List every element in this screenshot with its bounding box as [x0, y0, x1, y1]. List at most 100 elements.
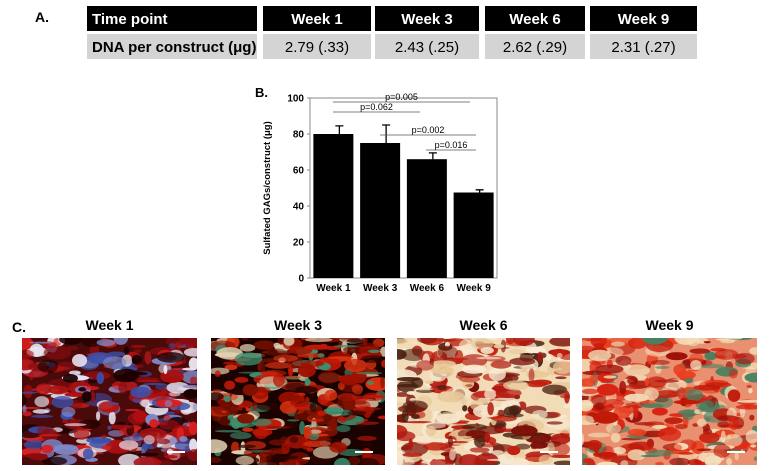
texture	[280, 436, 288, 442]
texture	[318, 371, 340, 384]
texture	[22, 406, 42, 410]
texture	[84, 385, 100, 391]
texture	[645, 449, 674, 457]
texture	[674, 338, 698, 345]
texture	[411, 377, 424, 389]
texture	[704, 351, 717, 361]
texture	[297, 363, 316, 378]
cell	[87, 34, 257, 59]
texture	[650, 360, 670, 366]
texture	[130, 344, 146, 349]
texture	[163, 364, 168, 375]
texture	[692, 423, 699, 427]
texture	[397, 386, 401, 392]
texture	[669, 457, 691, 465]
texture	[555, 376, 567, 380]
cell-text: DNA per construct (μg)	[92, 39, 256, 56]
texture	[315, 458, 328, 463]
cell	[485, 34, 585, 59]
texture	[273, 373, 285, 388]
texture	[183, 389, 197, 399]
texture	[336, 424, 351, 433]
texture	[624, 393, 650, 402]
y-tick-label: 100	[287, 94, 304, 105]
texture	[474, 435, 486, 448]
texture	[221, 410, 227, 413]
texture	[734, 352, 755, 365]
texture	[726, 457, 733, 465]
header-text: Week 1	[291, 11, 342, 28]
texture	[182, 384, 197, 389]
p-value: p=0.016	[435, 140, 468, 150]
texture	[377, 415, 385, 420]
texture	[596, 461, 618, 465]
texture	[118, 382, 128, 394]
texture	[182, 367, 197, 371]
texture	[408, 438, 413, 451]
texture	[698, 405, 705, 413]
texture	[537, 351, 543, 363]
texture	[745, 429, 757, 444]
table: Time point Week 1 Week 3 Week 6 Week 9 DNA pe…	[87, 6, 697, 59]
texture	[238, 371, 264, 374]
texture	[348, 456, 361, 465]
texture	[696, 448, 712, 451]
texture	[690, 360, 702, 370]
texture	[234, 352, 263, 366]
texture	[598, 451, 618, 460]
texture	[289, 436, 299, 443]
texture	[651, 407, 668, 416]
texture	[677, 452, 694, 455]
texture	[363, 406, 372, 418]
texture	[531, 410, 548, 419]
texture	[401, 442, 429, 456]
texture	[361, 448, 372, 460]
texture	[627, 338, 647, 349]
texture	[96, 339, 116, 347]
image-label: Week 6	[460, 317, 508, 333]
texture	[611, 447, 627, 455]
texture	[306, 447, 314, 452]
cell-text: 2.43 (.25)	[395, 39, 459, 56]
panel-label: C.	[12, 319, 26, 335]
texture	[338, 374, 360, 386]
texture	[368, 349, 381, 354]
texture	[735, 404, 757, 410]
texture	[59, 338, 83, 345]
texture	[355, 421, 380, 425]
y-tick-label: 40	[293, 202, 305, 213]
texture	[698, 363, 725, 369]
texture	[437, 385, 447, 391]
texture	[257, 361, 266, 374]
texture	[310, 418, 325, 422]
p-value: p=0.005	[385, 92, 418, 102]
texture	[624, 384, 646, 390]
texture	[41, 444, 53, 454]
texture	[96, 372, 105, 385]
texture	[665, 352, 688, 361]
texture	[490, 360, 512, 369]
texture	[627, 428, 647, 437]
texture	[109, 424, 134, 430]
texture	[610, 432, 621, 443]
texture	[673, 399, 701, 405]
texture	[457, 435, 472, 439]
texture	[640, 454, 661, 458]
texture	[187, 449, 197, 462]
texture	[582, 433, 585, 446]
texture	[461, 423, 488, 431]
texture	[211, 392, 224, 401]
texture	[507, 445, 521, 456]
texture	[705, 382, 732, 388]
texture	[365, 377, 385, 391]
texture	[397, 338, 409, 345]
texture	[436, 413, 461, 424]
header-text: Week 3	[401, 11, 452, 28]
texture	[677, 386, 686, 401]
texture	[484, 389, 497, 400]
texture	[133, 364, 144, 368]
texture	[437, 345, 459, 360]
texture	[633, 404, 639, 418]
texture	[411, 463, 429, 465]
texture	[90, 390, 96, 404]
